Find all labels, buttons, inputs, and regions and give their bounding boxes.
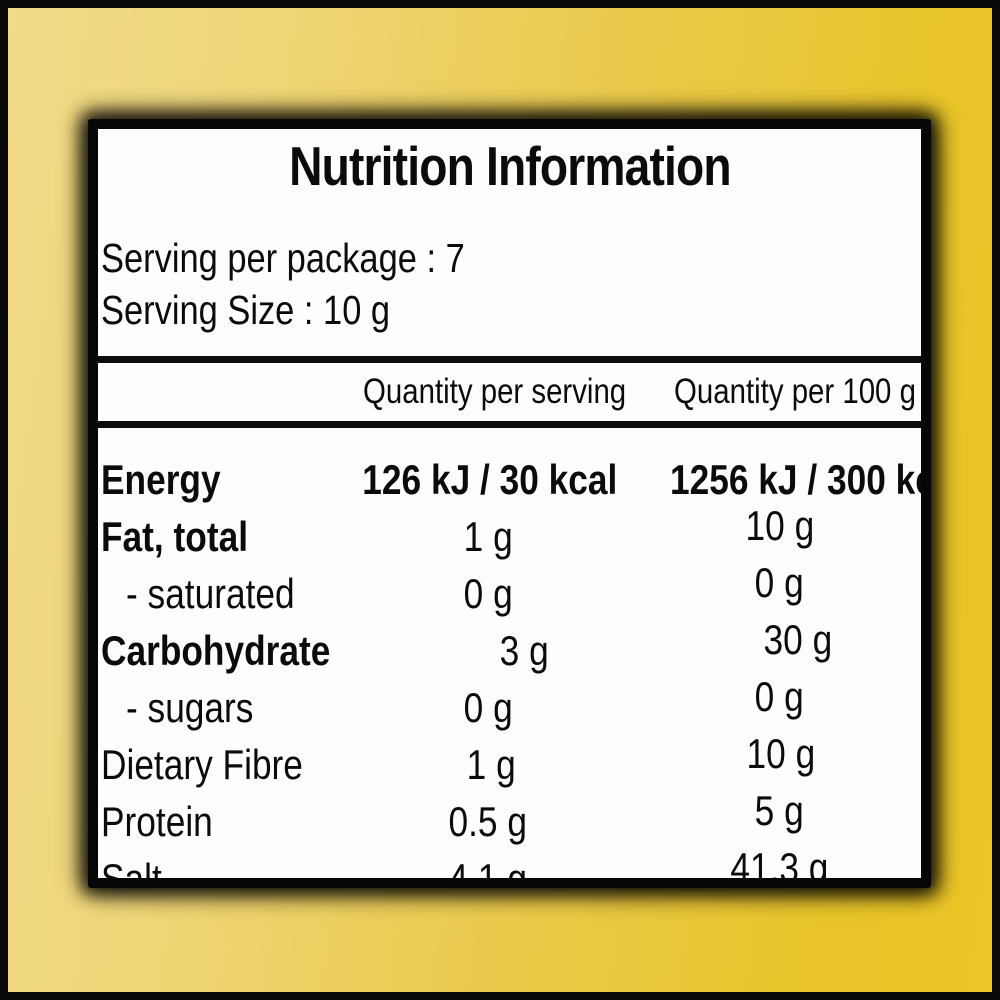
row-value-per-100g: 10 g bbox=[746, 730, 816, 777]
table-row-energy: Energy 126 kJ / 30 kcal 1256 kJ / 300 kc… bbox=[98, 458, 921, 515]
row-label: - saturated bbox=[126, 570, 295, 617]
row-label: Salt bbox=[101, 857, 162, 879]
table-row-fat-total: Fat, total 1 g 10 g bbox=[98, 504, 921, 572]
panel-title-row: Nutrition Information bbox=[98, 137, 921, 210]
divider-below-header bbox=[98, 421, 921, 428]
row-value-per-100g: 5 g bbox=[754, 787, 805, 834]
row-label: Carbohydrate bbox=[101, 627, 331, 674]
serving-size: Serving Size : 10 g bbox=[101, 287, 391, 333]
row-value-per-serving: 0 g bbox=[463, 684, 513, 731]
nutrient-table: Energy 126 kJ / 30 kcal 1256 kJ / 300 kc… bbox=[98, 458, 921, 879]
row-value-per-100g: 10 g bbox=[745, 502, 814, 549]
nutrition-panel: Nutrition Information Serving per packag… bbox=[88, 119, 931, 888]
row-value-per-serving: 1 g bbox=[463, 513, 513, 560]
row-value-per-100g: 41.3 g bbox=[730, 844, 829, 879]
row-label: Fat, total bbox=[101, 513, 248, 560]
row-value-per-100g: 1256 kJ / 300 kcal bbox=[669, 456, 921, 503]
table-row-saturated: - saturated 0 g 0 g bbox=[98, 561, 921, 629]
nutrition-panel-content: Nutrition Information Serving per packag… bbox=[98, 129, 921, 878]
table-row-carbohydrate: Carbohydrate 3 g 30 g bbox=[98, 618, 921, 686]
table-row-salt: Salt 4.1 g 41.3 g bbox=[98, 846, 921, 879]
serving-info: Serving per package : 7 Serving Size : 1… bbox=[98, 232, 921, 336]
row-value-per-serving: 4.1 g bbox=[449, 857, 527, 879]
row-value-per-serving: 1 g bbox=[466, 741, 516, 788]
row-value-per-serving: 0.5 g bbox=[448, 798, 528, 845]
row-label: Protein bbox=[101, 798, 213, 845]
serving-per-package: Serving per package : 7 bbox=[101, 235, 465, 281]
header-quantity-per-100g: Quantity per 100 g bbox=[674, 372, 917, 411]
row-value-per-serving: 3 g bbox=[499, 627, 549, 674]
row-value-per-serving: 0 g bbox=[463, 570, 513, 617]
row-label: - sugars bbox=[126, 684, 254, 731]
table-header-row: Quantity per serving Quantity per 100 g bbox=[98, 363, 921, 421]
row-value-per-serving: 126 kJ / 30 kcal bbox=[362, 456, 618, 503]
panel-title: Nutrition Information bbox=[288, 135, 732, 197]
row-label: Energy bbox=[101, 456, 221, 503]
table-row-dietary-fibre: Dietary Fibre 1 g 10 g bbox=[98, 732, 921, 800]
row-value-per-100g: 30 g bbox=[763, 616, 832, 663]
row-value-per-100g: 0 g bbox=[754, 559, 805, 606]
row-label: Dietary Fibre bbox=[101, 741, 303, 788]
header-quantity-per-serving: Quantity per serving bbox=[363, 372, 627, 411]
row-value-per-100g: 0 g bbox=[754, 673, 805, 720]
table-row-sugars: - sugars 0 g 0 g bbox=[98, 675, 921, 743]
divider-above-header bbox=[98, 356, 921, 363]
table-row-protein: Protein 0.5 g 5 g bbox=[98, 789, 921, 857]
